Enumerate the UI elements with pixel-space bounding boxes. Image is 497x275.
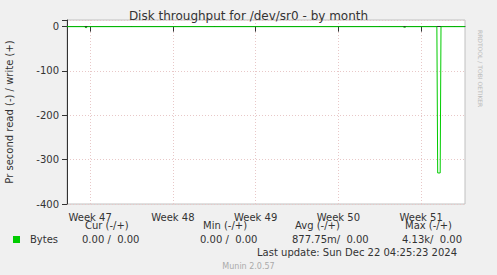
svg-text:Week 50: Week 50 — [317, 212, 360, 223]
svg-text:Last update: Sun Dec 22 04:25:: Last update: Sun Dec 22 04:25:23 2024 — [257, 247, 457, 258]
svg-text:Max (-/+): Max (-/+) — [405, 219, 452, 231]
svg-text:Week 47: Week 47 — [69, 212, 112, 223]
svg-text:RRDTOOL / TOBI OETIKER: RRDTOOL / TOBI OETIKER — [477, 30, 484, 107]
svg-text:Disk throughput for /dev/sr0 -: Disk throughput for /dev/sr0 - by month — [129, 9, 368, 23]
svg-text:-200: -200 — [36, 110, 59, 121]
svg-text:4.13k/ 0.00: 4.13k/ 0.00 — [402, 234, 462, 245]
svg-text:Munin 2.0.57: Munin 2.0.57 — [222, 262, 274, 271]
svg-text:877.75m/ 0.00: 877.75m/ 0.00 — [292, 234, 369, 245]
svg-text:Min (-/+): Min (-/+) — [203, 219, 248, 231]
svg-text:Cur (-/+): Cur (-/+) — [85, 219, 129, 231]
svg-text:Week 48: Week 48 — [151, 212, 194, 223]
svg-text:0.00 / 0.00: 0.00 / 0.00 — [200, 234, 257, 245]
svg-text:0.00 / 0.00: 0.00 / 0.00 — [82, 234, 139, 245]
svg-text:Bytes: Bytes — [30, 234, 58, 245]
svg-text:0: 0 — [53, 21, 59, 32]
svg-text:Pr second read (-) / write (+): Pr second read (-) / write (+) — [4, 40, 15, 183]
svg-text:Week 49: Week 49 — [234, 212, 277, 223]
svg-text:-400: -400 — [36, 199, 59, 210]
svg-text:Avg (-/+): Avg (-/+) — [295, 219, 340, 231]
svg-text:-100: -100 — [36, 65, 59, 76]
svg-text:Week 51: Week 51 — [399, 212, 442, 223]
svg-text:-300: -300 — [36, 154, 59, 165]
